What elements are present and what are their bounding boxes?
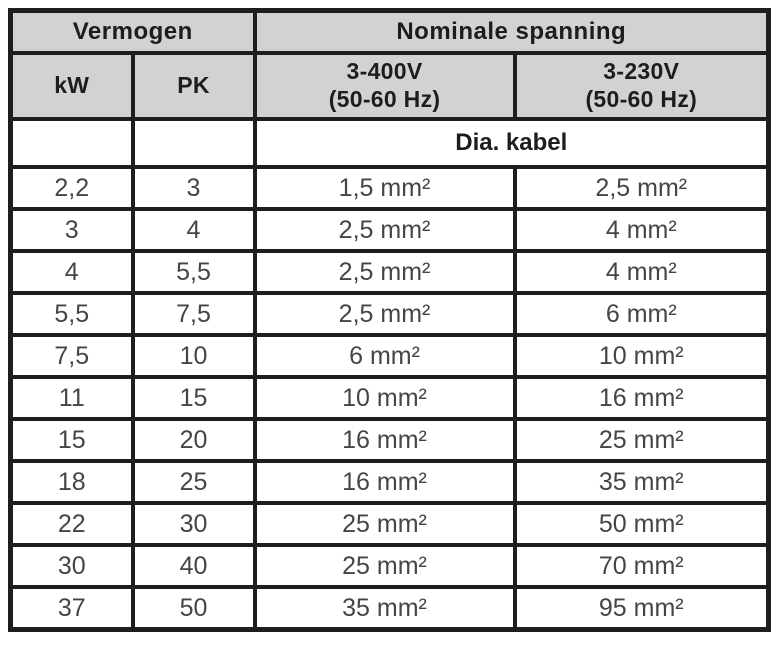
table-row: 5,5 7,5 2,5 mm² 6 mm² [8,291,771,337]
table-header: Vermogen Nominale spanning kW PK 3-400V … [8,8,771,169]
column-header-kw: kW [8,51,135,121]
table-cell: 25 [130,459,257,505]
table-row: 2,2 3 1,5 mm² 2,5 mm² [8,165,771,211]
table-cell: 5,5 [8,291,135,337]
table-row: 22 30 25 mm² 50 mm² [8,501,771,547]
table-cell: 25 mm² [512,417,771,463]
table-cell: 70 mm² [512,543,771,589]
table-body: 2,2 3 1,5 mm² 2,5 mm² 3 4 2,5 mm² 4 mm² 4 5,5 2,5 … [8,165,771,632]
table-row: 15 20 16 mm² 25 mm² [8,417,771,463]
table-row: 30 40 25 mm² 70 mm² [8,543,771,589]
header-group-row: Vermogen Nominale spanning [8,8,771,55]
table-cell: 6 mm² [512,291,771,337]
table-cell: 10 [130,333,257,379]
header-group-nominale-spanning: Nominale spanning [252,8,771,55]
table-cell: 11 [8,375,135,421]
table-cell: 5,5 [130,249,257,295]
column-header-3-230v: 3-230V (50-60 Hz) [512,51,771,121]
table-cell: 15 [130,375,257,421]
table-cell: 2,5 mm² [512,165,771,211]
column-header-row: kW PK 3-400V (50-60 Hz) 3-230V (50-60 Hz… [8,51,771,121]
table-cell: 2,2 [8,165,135,211]
table-cell: 1,5 mm² [252,165,517,211]
table-cell: 3 [130,165,257,211]
voltage-label: 3-230V [603,58,680,85]
table-cell: 4 [8,249,135,295]
table-cell: 2,5 mm² [252,207,517,253]
table-cell: 20 [130,417,257,463]
table-cell: 30 [130,501,257,547]
table-cell: 10 mm² [252,375,517,421]
table-cell: 7,5 [130,291,257,337]
table-cell: 22 [8,501,135,547]
frequency-label: (50-60 Hz) [585,86,698,112]
table-cell: 25 mm² [252,543,517,589]
table-cell: 2,5 mm² [252,249,517,295]
table-cell: 40 [130,543,257,589]
table-cell: 16 mm² [252,459,517,505]
table-cell: 50 [130,585,257,632]
table-cell: 35 mm² [512,459,771,505]
table-cell: 4 [130,207,257,253]
table-row: 3 4 2,5 mm² 4 mm² [8,207,771,253]
table-cell: 10 mm² [512,333,771,379]
table-cell: 37 [8,585,135,632]
empty-cell [8,117,135,169]
frequency-label: (50-60 Hz) [328,86,441,112]
table-cell: 4 mm² [512,207,771,253]
table-cell: 18 [8,459,135,505]
subheader-dia-kabel: Dia. kabel [252,117,771,169]
table-row: 4 5,5 2,5 mm² 4 mm² [8,249,771,295]
table-cell: 16 mm² [252,417,517,463]
table-cell: 4 mm² [512,249,771,295]
empty-cell [130,117,257,169]
table-cell: 35 mm² [252,585,517,632]
table-cell: 50 mm² [512,501,771,547]
table-cell: 2,5 mm² [252,291,517,337]
cable-size-table: Vermogen Nominale spanning kW PK 3-400V … [8,8,772,632]
table-cell: 15 [8,417,135,463]
table-cell: 30 [8,543,135,589]
column-header-3-400v: 3-400V (50-60 Hz) [252,51,517,121]
subheader-row: Dia. kabel [8,117,771,169]
table-cell: 6 mm² [252,333,517,379]
table-cell: 7,5 [8,333,135,379]
table-row: 18 25 16 mm² 35 mm² [8,459,771,505]
table-row: 11 15 10 mm² 16 mm² [8,375,771,421]
table-row: 7,5 10 6 mm² 10 mm² [8,333,771,379]
header-group-vermogen: Vermogen [8,8,257,55]
table-cell: 25 mm² [252,501,517,547]
table-cell: 16 mm² [512,375,771,421]
column-header-pk: PK [130,51,257,121]
voltage-label: 3-400V [346,58,423,85]
table-cell: 95 mm² [512,585,771,632]
table-cell: 3 [8,207,135,253]
table-row: 37 50 35 mm² 95 mm² [8,585,771,632]
